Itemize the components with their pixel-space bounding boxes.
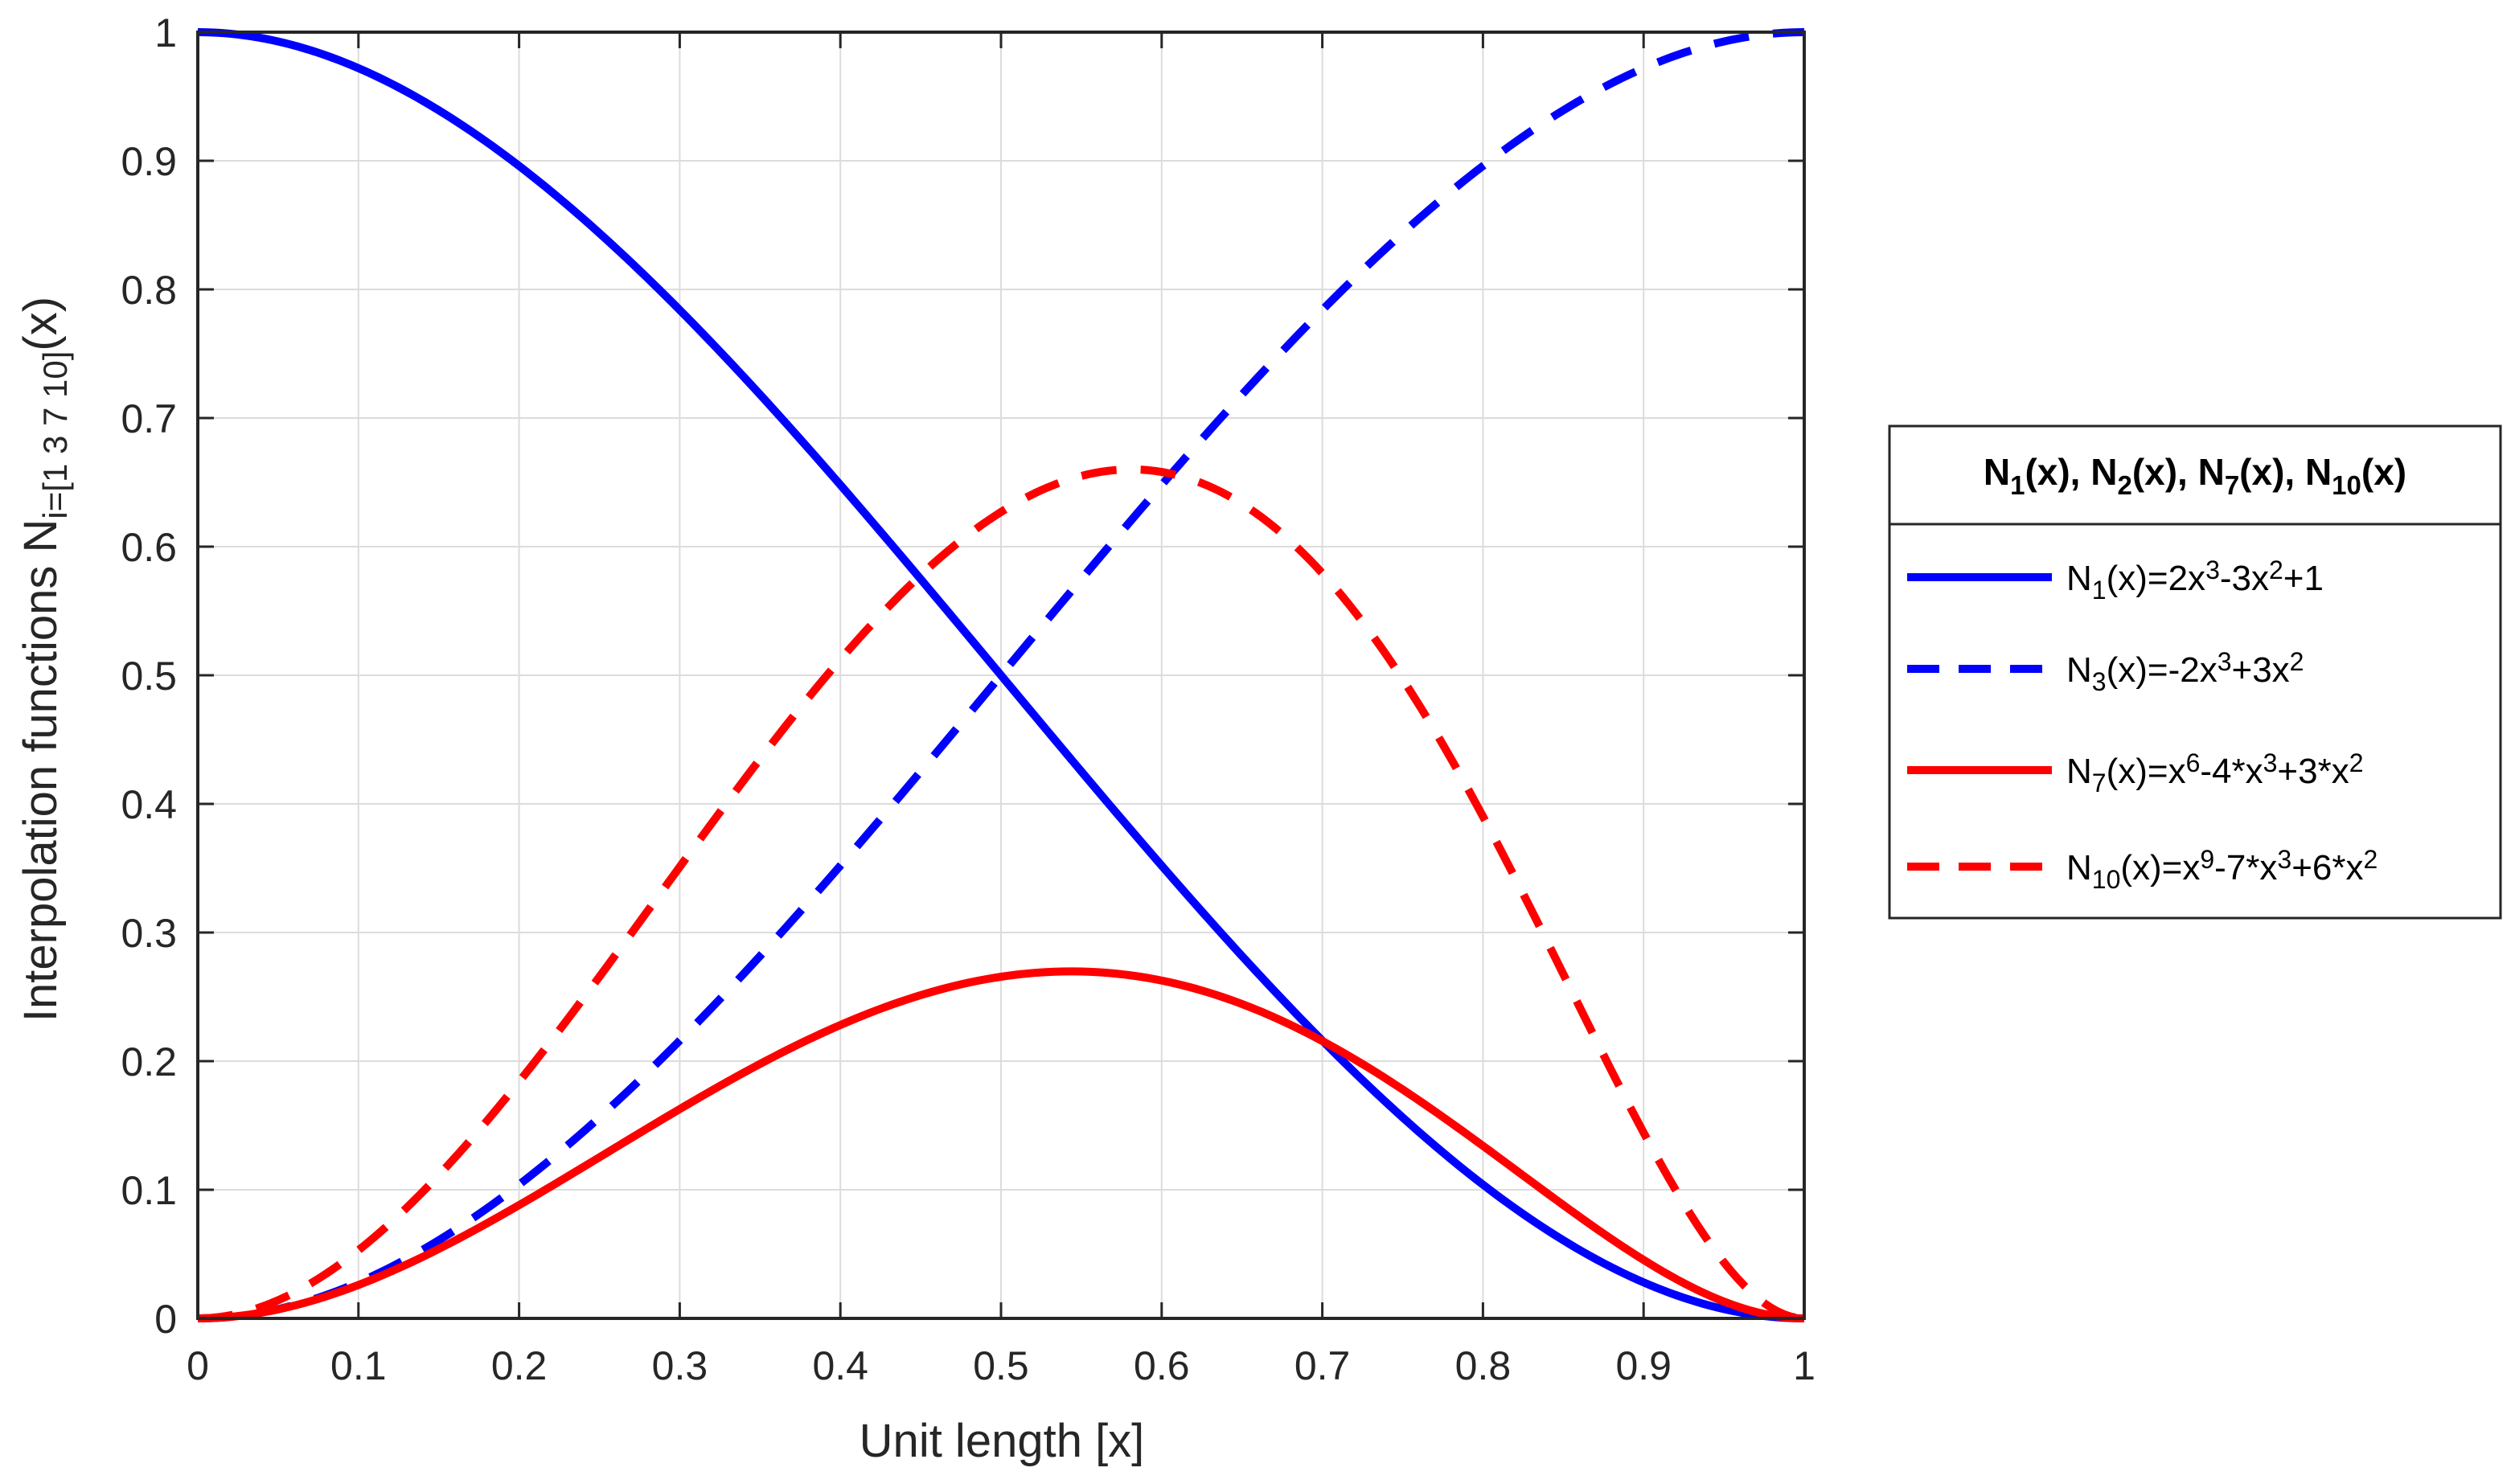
x-tick-labels: 0 0.1 0.2 0.3 0.4 0.5 0.6 0.7 0.8 0.9 1 <box>187 1343 1815 1388</box>
legend-entry-3: N7(x)=x6-4*x3+3*x2 <box>2066 748 2364 798</box>
series-line-4 <box>197 465 1805 1322</box>
x-tick-label: 0.8 <box>1455 1343 1512 1388</box>
x-tick-label: 0.4 <box>812 1343 868 1388</box>
y-axis-label-suffix: (x) <box>14 297 67 351</box>
legend-title: N1(x), N2(x), N7(x), N10(x) <box>1984 451 2406 500</box>
x-axis-label: Unit length [x] <box>860 1415 1145 1467</box>
x-tick-label: 0.9 <box>1615 1343 1672 1388</box>
series-layer <box>197 28 1805 1322</box>
legend-entry-4: N10(x)=x9-7*x3+6*x2 <box>2066 845 2378 895</box>
y-tick-label: 1 <box>154 10 177 55</box>
y-tick-label: 0 <box>154 1297 177 1342</box>
series-line-1 <box>197 28 1805 1322</box>
y-tick-labels: 0 0.1 0.2 0.3 0.4 0.5 0.6 0.7 0.8 0.9 1 <box>121 10 177 1342</box>
legend-entry-1: N1(x)=2x3-3x2+1 <box>2066 555 2324 605</box>
y-tick-label: 0.3 <box>121 911 177 956</box>
legend-entry-2: N3(x)=-2x3+3x2 <box>2066 647 2304 697</box>
y-tick-label: 0.2 <box>121 1039 177 1084</box>
axis-ticks <box>196 31 1806 1320</box>
y-tick-label: 0.6 <box>121 525 177 570</box>
y-axis-label-subscript: i=[1 3 7 10] <box>36 351 74 519</box>
y-axis-label-base: Interpolation functions N <box>14 519 67 1022</box>
legend-entries: N1(x)=2x3-3x2+1 N3(x)=-2x3+3x2 N7(x)=x6-4*… <box>1907 555 2378 895</box>
y-tick-label: 0.4 <box>121 782 177 827</box>
series-line-3 <box>197 967 1805 1322</box>
x-tick-label: 0.1 <box>330 1343 387 1388</box>
legend-box <box>1888 424 2502 920</box>
x-tick-label: 0.5 <box>973 1343 1029 1388</box>
y-tick-label: 0.1 <box>121 1168 177 1213</box>
x-tick-label: 0.7 <box>1294 1343 1351 1388</box>
legend: N1(x), N2(x), N7(x), N10(x) N1(x)=2x3-3x… <box>1888 424 2502 920</box>
x-tick-label: 0.3 <box>652 1343 708 1388</box>
x-tick-label: 0 <box>187 1343 209 1388</box>
x-tick-label: 0.2 <box>491 1343 548 1388</box>
y-tick-label: 0.8 <box>121 268 177 313</box>
y-axis-label: Interpolation functions Ni=[1 3 7 10](x) <box>14 297 74 1022</box>
x-tick-label: 0.6 <box>1134 1343 1190 1388</box>
x-tick-label: 1 <box>1793 1343 1815 1388</box>
y-tick-label: 0.7 <box>121 396 177 441</box>
y-tick-label: 0.9 <box>121 139 177 184</box>
y-tick-label: 0.5 <box>121 654 177 699</box>
